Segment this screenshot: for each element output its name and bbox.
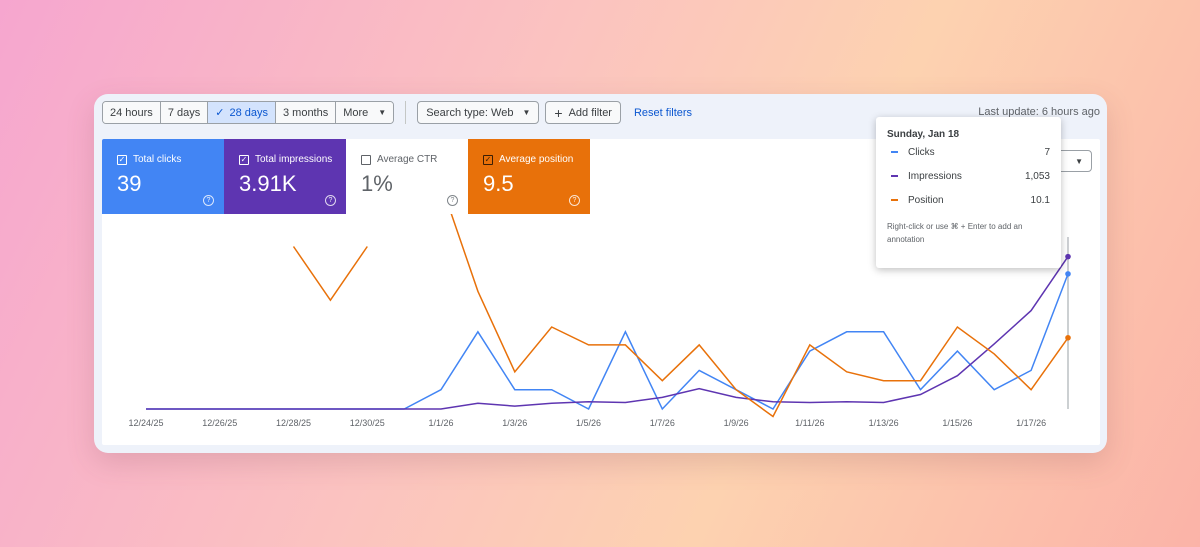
- checkbox-icon[interactable]: ✓: [483, 154, 493, 165]
- divider: [405, 101, 407, 124]
- x-tick-label: 12/26/25: [202, 418, 237, 428]
- add-filter-button[interactable]: + Add filter: [545, 101, 621, 124]
- help-icon[interactable]: ?: [569, 195, 580, 206]
- metric-average-position[interactable]: ✓ Average position 9.5 ?: [468, 139, 590, 214]
- metric-label: Average position: [499, 154, 574, 165]
- x-tick-label: 1/13/26: [869, 418, 899, 428]
- range-7-days[interactable]: 7 days: [160, 102, 209, 123]
- x-tick-label: 1/3/26: [502, 418, 527, 428]
- metric-label: Total clicks: [133, 154, 182, 165]
- reset-filters-link[interactable]: Reset filters: [633, 106, 693, 119]
- filter-toolbar: 24 hours 7 days ✓ 28 days 3 months More ▼ …: [102, 101, 692, 124]
- checkbox-icon[interactable]: ✓: [117, 154, 127, 165]
- help-icon[interactable]: ?: [447, 195, 458, 206]
- chart-tooltip: Sunday, Jan 18 Clicks 7 Impressions 1,05…: [876, 117, 1061, 268]
- x-tick-label: 1/15/26: [942, 418, 972, 428]
- x-tick-label: 12/28/25: [276, 418, 311, 428]
- plus-icon: +: [554, 104, 563, 121]
- x-tick-label: 1/17/26: [1016, 418, 1046, 428]
- checkbox-icon[interactable]: [361, 154, 371, 165]
- tooltip-row-name: Position: [908, 194, 944, 206]
- hover-dot-impressions: [1065, 253, 1071, 260]
- chart-panel: 12/24/25 12/26/25 12/28/25 12/30/25 1/1/26 1/…: [102, 139, 1100, 445]
- last-update-text: Last update: 6 hours ago: [978, 106, 1100, 118]
- date-range-selector: 24 hours 7 days ✓ 28 days 3 months More ▼: [102, 101, 395, 124]
- series-line-impressions: [146, 256, 1069, 410]
- metric-total-clicks[interactable]: ✓ Total clicks 39 ?: [102, 139, 224, 214]
- metric-label: Average CTR: [377, 154, 438, 165]
- more-label: More: [343, 106, 369, 119]
- range-24-hours[interactable]: 24 hours: [103, 102, 161, 123]
- series-swatch: [891, 151, 898, 153]
- x-tick-label: 12/24/25: [128, 418, 163, 428]
- x-axis-ticks: 12/24/25 12/26/25 12/28/25 12/30/25 1/1/26 1/…: [128, 418, 1046, 428]
- tooltip-row-position: Position 10.1: [887, 188, 1050, 212]
- help-icon[interactable]: ?: [325, 195, 336, 206]
- series-line-position: [292, 183, 1069, 418]
- metric-value: 9.5: [483, 171, 514, 196]
- metric-value: 39: [117, 171, 142, 196]
- metric-value: 1%: [361, 171, 393, 196]
- series-line-clicks: [146, 273, 1069, 411]
- tooltip-row-value: 7: [1044, 146, 1050, 158]
- metric-value: 3.91K: [239, 171, 297, 196]
- caret-down-icon: ▼: [1075, 157, 1083, 166]
- caret-down-icon: ▼: [522, 108, 531, 117]
- metric-label: Total impressions: [255, 154, 333, 165]
- hover-dot-clicks: [1065, 271, 1071, 277]
- x-tick-label: 1/1/26: [429, 418, 454, 428]
- metric-total-impressions[interactable]: ✓ Total impressions 3.91K ?: [224, 139, 346, 214]
- x-tick-label: 1/11/26: [795, 418, 824, 428]
- hover-dot-position: [1065, 334, 1071, 341]
- help-icon[interactable]: ?: [203, 195, 214, 206]
- tooltip-row-value: 10.1: [1030, 194, 1050, 206]
- search-type-label: Search type: Web: [426, 106, 514, 119]
- tooltip-row-name: Clicks: [908, 146, 935, 158]
- range-label: 24 hours: [110, 106, 153, 119]
- range-3-months[interactable]: 3 months: [275, 102, 337, 123]
- x-tick-label: 12/30/25: [350, 418, 385, 428]
- tooltip-row-name: Impressions: [908, 170, 962, 182]
- range-label: 3 months: [282, 106, 329, 119]
- performance-chart: 12/24/25 12/26/25 12/28/25 12/30/25 1/1/26 1/…: [128, 183, 1071, 428]
- x-tick-label: 1/5/26: [576, 418, 601, 428]
- range-28-days[interactable]: ✓ 28 days: [208, 102, 276, 123]
- check-icon: ✓: [215, 107, 225, 119]
- tooltip-row-impressions: Impressions 1,053: [887, 164, 1050, 188]
- range-label: 7 days: [167, 106, 201, 119]
- checkbox-icon[interactable]: ✓: [239, 154, 249, 165]
- hover-dots: [1065, 253, 1071, 341]
- add-filter-label: Add filter: [568, 106, 612, 119]
- range-label: 28 days: [229, 106, 268, 119]
- caret-down-icon: ▼: [378, 108, 387, 117]
- series-swatch: [891, 199, 898, 201]
- tooltip-row-clicks: Clicks 7: [887, 140, 1050, 164]
- tooltip-row-value: 1,053: [1024, 170, 1050, 182]
- tooltip-hint: Right-click or use ⌘ + Enter to add an a…: [887, 222, 1023, 244]
- search-type-button[interactable]: Search type: Web ▼: [417, 101, 540, 124]
- tooltip-date: Sunday, Jan 18: [887, 129, 960, 140]
- x-tick-label: 1/7/26: [650, 418, 675, 428]
- series-lines: [146, 183, 1069, 418]
- x-tick-label: 1/9/26: [724, 418, 749, 428]
- metric-average-ctr[interactable]: Average CTR 1% ?: [346, 139, 468, 214]
- more-ranges-button[interactable]: More ▼: [336, 102, 394, 123]
- series-swatch: [891, 175, 898, 177]
